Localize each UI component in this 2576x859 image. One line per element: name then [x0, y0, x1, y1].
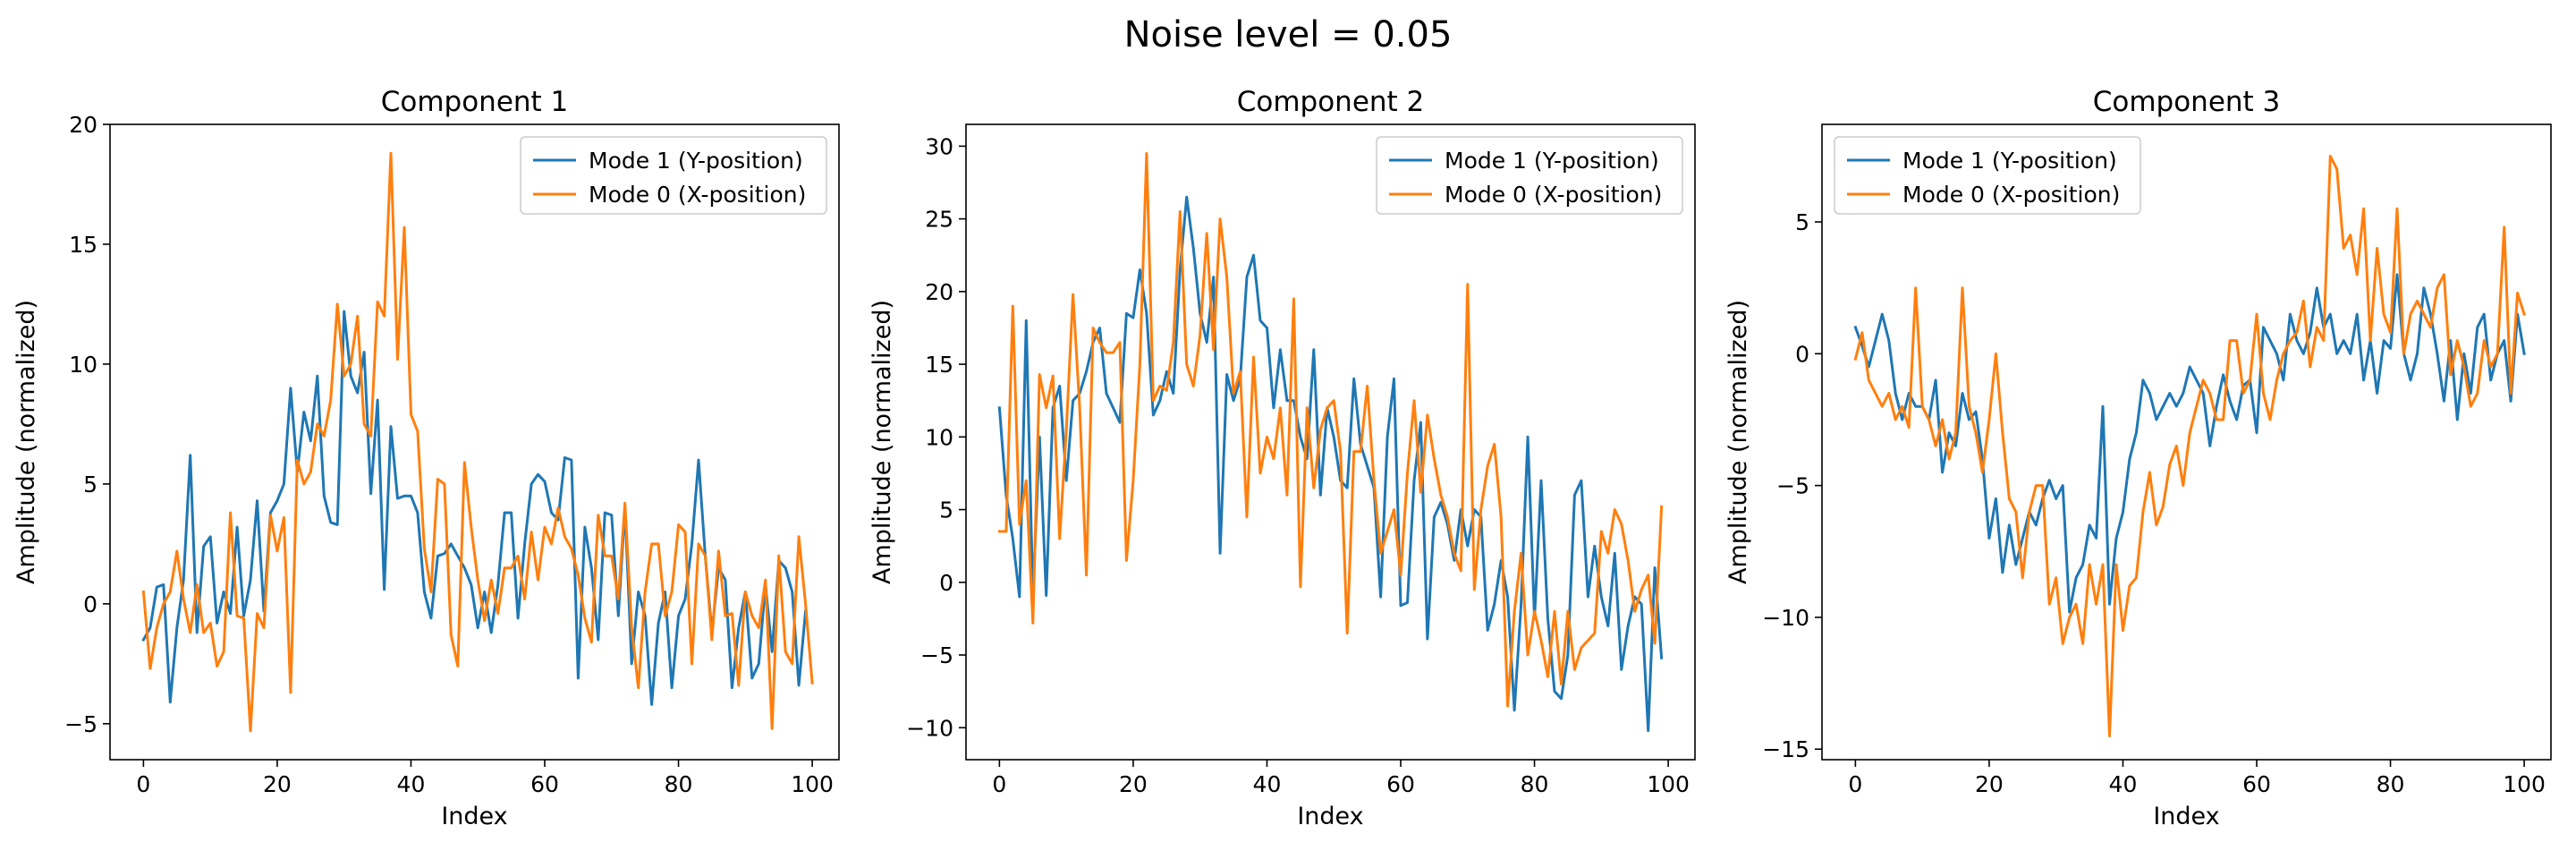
- series-line-mode-0: [1853, 154, 2526, 737]
- y-tick-label: 30: [925, 133, 953, 159]
- x-tick-label: 20: [263, 771, 292, 797]
- legend-entry-label: Mode 1 (Y-position): [1445, 148, 1659, 174]
- series-line-mode-1: [997, 195, 1664, 732]
- legend-box: [520, 136, 827, 215]
- y-tick-label: −5: [920, 642, 953, 668]
- legend-box: [1376, 136, 1683, 215]
- y-tick-label: 20: [69, 112, 97, 138]
- subplot-1: 0 20 40 60 80 100 −5 0 5 10 15 20 Component 1 Index Am…: [13, 86, 840, 830]
- x-tick-label: 60: [2242, 771, 2271, 797]
- x-tick-label: 0: [992, 771, 1006, 797]
- y-tick-label: 25: [925, 207, 953, 233]
- y-tick-label: 5: [939, 498, 953, 523]
- axes-frame: [1821, 123, 2552, 761]
- x-tick-label: 20: [1119, 771, 1148, 797]
- series-line-mode-0: [997, 152, 1664, 708]
- y-tick-label: 0: [939, 570, 953, 596]
- series-line-mode-1: [1853, 273, 2526, 614]
- legend-box: [1834, 136, 2141, 215]
- y-tick-label: −5: [1776, 473, 1809, 499]
- subplot-title: Component 1: [381, 86, 569, 118]
- x-tick-label: 60: [1386, 771, 1415, 797]
- x-tick-label: 100: [791, 771, 834, 797]
- y-tick-label: 5: [83, 472, 97, 498]
- y-tick-label: −15: [1762, 736, 1809, 762]
- series-line-mode-1: [141, 310, 808, 706]
- x-tick-label: 40: [1253, 771, 1282, 797]
- x-tick-label: 40: [2109, 771, 2138, 797]
- x-tick-label: 20: [1975, 771, 2004, 797]
- x-tick-label: 80: [1521, 771, 1549, 797]
- legend: Mode 1 (Y-position) Mode 0 (X-position): [520, 136, 827, 215]
- y-axis-label: Amplitude (normalized): [1724, 300, 1752, 584]
- series-group: [141, 151, 814, 733]
- figure-suptitle: Noise level = 0.05: [1124, 14, 1453, 55]
- y-axis-label: Amplitude (normalized): [13, 300, 40, 584]
- x-tick-label: 100: [2503, 771, 2546, 797]
- legend-entry-label: Mode 0 (X-position): [589, 182, 806, 208]
- y-tick-label: −10: [906, 715, 953, 741]
- y-tick-label: 20: [925, 279, 953, 305]
- y-tick-label: 0: [83, 591, 97, 617]
- axes-frame: [965, 123, 1696, 761]
- x-axis-label: Index: [2153, 803, 2219, 830]
- y-tick-label: 15: [69, 232, 97, 258]
- y-tick-label: 5: [1795, 209, 1809, 235]
- legend-entry-label: Mode 0 (X-position): [1445, 182, 1662, 208]
- subplot-2: 0 20 40 60 80 100 −10 −5 0 5 10 15 20 25 30 Component 2…: [869, 86, 1696, 830]
- x-axis-label: Index: [441, 803, 507, 830]
- series-group: [997, 152, 1664, 732]
- subplot-title: Component 2: [1237, 86, 1425, 118]
- x-tick-label: 0: [136, 771, 150, 797]
- series-group: [1853, 154, 2526, 737]
- x-tick-label: 80: [665, 771, 693, 797]
- y-tick-label: −5: [64, 711, 97, 737]
- x-tick-label: 0: [1848, 771, 1862, 797]
- x-tick-label: 80: [2377, 771, 2405, 797]
- subplot-3: 0 20 40 60 80 100 −15 −10 −5 0 5 Component 3 Index Am…: [1724, 86, 2552, 830]
- y-tick-label: 15: [925, 352, 953, 378]
- legend-entry-label: Mode 0 (X-position): [1902, 182, 2120, 208]
- y-tick-label: 0: [1795, 341, 1809, 367]
- y-tick-label: 10: [69, 352, 97, 378]
- legend: Mode 1 (Y-position) Mode 0 (X-position): [1376, 136, 1683, 215]
- y-tick-label: 10: [925, 424, 953, 450]
- subplot-title: Component 3: [2093, 86, 2281, 118]
- y-axis-label: Amplitude (normalized): [869, 300, 896, 584]
- legend: Mode 1 (Y-position) Mode 0 (X-position): [1834, 136, 2141, 215]
- legend-entry-label: Mode 1 (Y-position): [1902, 148, 2117, 174]
- legend-entry-label: Mode 1 (Y-position): [589, 148, 803, 174]
- x-tick-label: 100: [1647, 771, 1690, 797]
- y-tick-label: −10: [1762, 605, 1809, 631]
- x-tick-label: 40: [397, 771, 426, 797]
- x-tick-label: 60: [530, 771, 559, 797]
- x-axis-label: Index: [1297, 803, 1363, 830]
- series-line-mode-0: [141, 151, 814, 733]
- axes-frame: [109, 123, 840, 761]
